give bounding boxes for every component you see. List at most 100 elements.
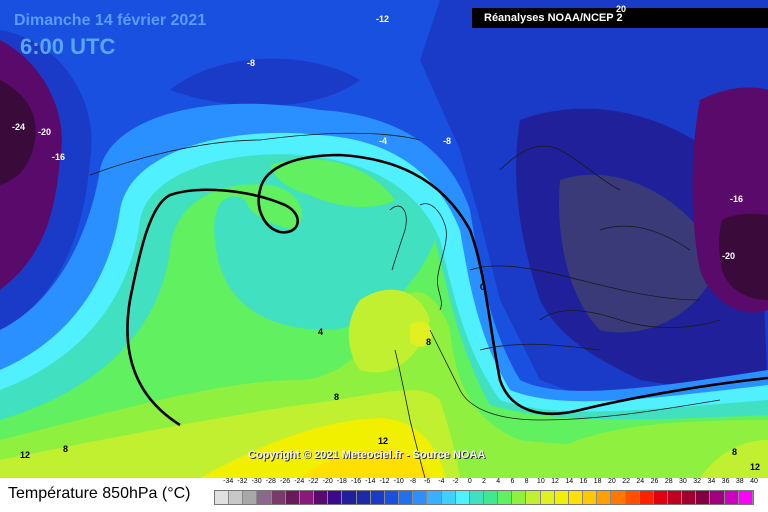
color-scale-swatch: [455, 491, 470, 504]
color-scale-swatch: [427, 491, 442, 504]
color-scale-swatch: [229, 491, 244, 504]
color-scale-swatch: [342, 491, 357, 504]
isotherm-label: -16: [52, 152, 65, 162]
color-scale-swatch: [215, 491, 230, 504]
color-scale-swatch: [554, 491, 569, 504]
color-scale-tick: 22: [622, 478, 630, 485]
color-scale-swatch: [625, 491, 640, 504]
color-scale-swatch: [328, 491, 343, 504]
map-date: Dimanche 14 février 2021: [14, 12, 207, 29]
isotherm-label: 12: [750, 462, 760, 472]
color-scale-tick: -30: [251, 478, 262, 485]
color-scale-swatch: [299, 491, 315, 504]
color-scale-swatch: [370, 491, 385, 504]
color-scale-tick: 26: [650, 478, 659, 485]
color-scale-swatch: [710, 491, 725, 504]
color-scale-swatch: [611, 491, 626, 504]
color-scale-swatch: [413, 491, 428, 504]
color-scale-tick: 4: [496, 478, 501, 485]
color-scale-tick: 6: [510, 478, 515, 485]
color-scale-swatch: [639, 491, 654, 504]
color-scale-swatch: [540, 491, 555, 504]
color-scale-swatch: [696, 491, 711, 504]
isotherm-label: 4: [318, 327, 323, 337]
color-scale-tick: 12: [551, 478, 559, 485]
color-scale-swatch: [384, 491, 400, 504]
color-scale-swatch: [483, 491, 499, 504]
color-scale-bar: [214, 490, 754, 505]
color-scale-tick: 34: [707, 478, 716, 485]
color-scale-tick: -4: [438, 478, 445, 485]
color-scale-swatch: [583, 491, 598, 504]
color-scale-tick: -34: [223, 478, 234, 485]
isotherm-label: 8: [334, 392, 339, 402]
color-scale-tick: 16: [579, 478, 588, 485]
color-scale-tick: -26: [279, 478, 291, 485]
color-scale-tick: 36: [721, 478, 730, 485]
color-scale-tick: 38: [735, 478, 744, 485]
color-scale-swatch: [682, 491, 697, 504]
isotherm-label: 8: [426, 337, 431, 347]
source-corner-label: 20: [615, 4, 626, 14]
color-scale-swatch: [243, 491, 258, 504]
color-scale-tick: -28: [265, 478, 276, 485]
color-scale-tick: 20: [607, 478, 616, 485]
source-bar: Réanalyses NOAA/NCEP 2 20: [472, 4, 768, 28]
color-scale-swatch: [399, 491, 414, 504]
color-scale-tick: -22: [308, 478, 319, 485]
color-scale-swatch: [738, 491, 753, 504]
color-scale: -34 -32 -30 -28 -26 -24 -22 -20 -18 -16 -14 -12 -10-…: [214, 478, 758, 508]
isotherm-label: 0: [480, 282, 485, 292]
color-scale-tick: 24: [636, 478, 645, 485]
color-scale-labels: -34 -32 -30 -28 -26 -24 -22 -20 -18 -16 -14 -12 -10-…: [214, 478, 758, 490]
source-label: Réanalyses NOAA/NCEP 2: [484, 12, 623, 24]
isotherm-label: -16: [730, 194, 743, 204]
color-scale-swatch: [724, 491, 739, 504]
color-scale-swatch: [512, 491, 527, 504]
isotherm-label: 8: [63, 444, 68, 454]
color-scale-tick: 8: [524, 478, 529, 485]
color-scale-tick: 30: [679, 478, 687, 485]
color-scale-swatch: [469, 491, 484, 504]
color-scale-tick: 0: [467, 478, 472, 485]
map-time: 6:00 UTC: [20, 34, 116, 59]
temperature-map: -12 -8 -4 -8 -24 -20 -16 -16 -20 0 4 8 8…: [0, 0, 768, 478]
isotherm-label: 12: [20, 450, 30, 460]
color-scale-swatch: [356, 491, 371, 504]
color-scale-tick: 14: [565, 478, 574, 485]
isotherm-label: -20: [722, 251, 735, 261]
color-scale-tick: -6: [424, 478, 431, 485]
color-scale-tick: -14: [365, 478, 376, 485]
color-scale-tick: -16: [351, 478, 362, 485]
color-scale-tick: -20: [322, 478, 333, 485]
color-scale-swatch: [314, 491, 329, 504]
color-scale-tick: -24: [294, 478, 305, 485]
isotherm-label: 8: [732, 447, 737, 457]
color-scale-tick: -18: [336, 478, 347, 485]
color-scale-tick: -32: [237, 478, 248, 485]
color-scale-swatch: [568, 491, 584, 504]
color-scale-swatch: [653, 491, 668, 504]
color-scale-swatch: [285, 491, 300, 504]
color-scale-tick: 32: [693, 478, 702, 485]
isotherm-label: -8: [247, 58, 255, 68]
color-scale-swatch: [441, 491, 456, 504]
color-scale-tick: 2: [482, 478, 486, 485]
color-scale-tick: 10: [536, 478, 545, 485]
isotherm-label: 12: [378, 436, 388, 446]
color-scale-tick: -2: [452, 478, 459, 485]
color-scale-swatch: [498, 491, 513, 504]
isotherm-label: -24: [12, 122, 25, 132]
isotherm-label: -20: [38, 127, 51, 137]
color-scale-swatch: [526, 491, 541, 504]
isotherm-label: -4: [379, 136, 387, 146]
color-scale-swatch: [597, 491, 612, 504]
color-scale-tick: 28: [664, 478, 673, 485]
color-scale-swatch: [257, 491, 272, 504]
color-scale-tick: -8: [409, 478, 417, 485]
color-scale-tick: 18: [593, 478, 602, 485]
color-scale-tick: 40: [750, 478, 758, 485]
legend-title: Température 850hPa (°C): [8, 485, 191, 502]
color-scale-swatch: [668, 491, 683, 504]
color-scale-tick: -10: [393, 478, 404, 485]
